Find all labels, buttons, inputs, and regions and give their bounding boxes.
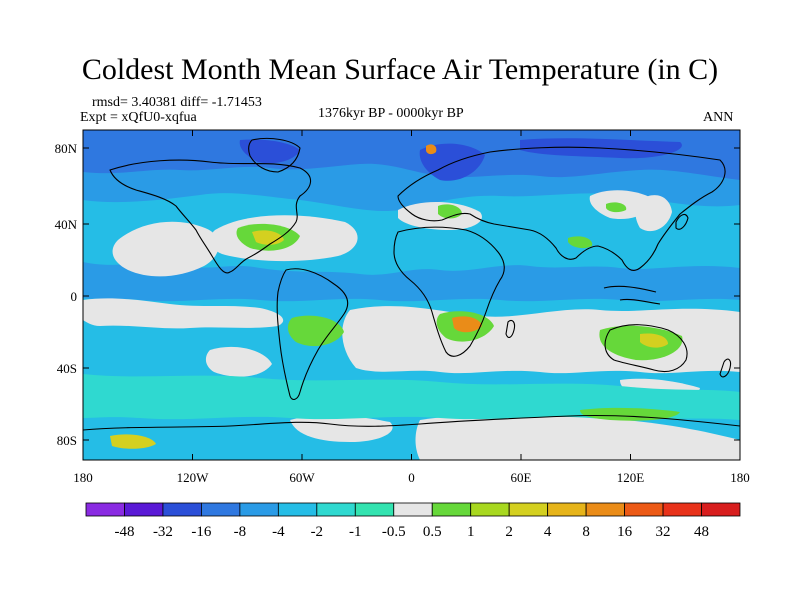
field-greenland-very-cold-area xyxy=(239,139,300,164)
coastline-antarctica xyxy=(83,414,740,431)
colorbar-swatch xyxy=(431,502,472,517)
rmsd-diff-stats: rmsd= 3.40381 diff= -1.71453 xyxy=(92,95,262,110)
field-south-pacific-neutral xyxy=(83,298,284,329)
colorbar-label: -2 xyxy=(311,524,324,540)
colorbar-label: -0.5 xyxy=(382,524,406,540)
colorbar-swatch xyxy=(470,502,510,517)
field-australia-warm xyxy=(599,325,683,361)
x-tick-label: 60E xyxy=(511,470,532,485)
coastline-madagascar xyxy=(505,319,516,339)
figure-title: Coldest Month Mean Surface Air Temperatu… xyxy=(81,53,719,86)
colorbar-swatch xyxy=(547,502,587,517)
season-label: ANN xyxy=(703,110,734,125)
field-north-atlantic-neutral xyxy=(398,201,482,230)
field-scandinavia-very-cold-area xyxy=(419,143,485,181)
y-tick-label: 40S xyxy=(57,361,77,376)
colorbar-swatch xyxy=(585,502,625,517)
y-tick-label: 40N xyxy=(55,217,78,232)
field-southern-ocean-light-cool-band xyxy=(83,374,740,420)
colorbar-label: 48 xyxy=(694,524,709,540)
axis-ticks: 180 120W 60W 0 60E 120E 180 80N 40N 0 40S 80S xyxy=(55,130,750,485)
colorbar-label: -4 xyxy=(272,524,285,540)
y-tick-label: 80N xyxy=(55,141,78,156)
coastline-australia xyxy=(604,324,688,373)
colorbar-swatch xyxy=(354,502,395,517)
colorbar-swatch xyxy=(393,502,433,517)
colorbar-swatch xyxy=(124,502,164,517)
colorbar-swatch xyxy=(201,502,241,517)
colorbar-swatch xyxy=(316,502,356,517)
field-south-america-warm xyxy=(287,315,344,347)
coastline-new-zealand xyxy=(719,358,732,378)
coastline-japan xyxy=(675,213,689,230)
colorbar-label: -1 xyxy=(349,524,362,540)
coastline-eurasia xyxy=(397,146,726,271)
y-tick-label: 0 xyxy=(71,289,78,304)
colorbar-label: 32 xyxy=(656,524,671,540)
colorbar-label: 1 xyxy=(467,524,475,540)
coastline-south-america xyxy=(276,268,349,401)
colorbar-swatch xyxy=(508,502,549,517)
field-antarctica-neutral-east xyxy=(415,414,740,460)
field-northeast-pacific-neutral xyxy=(112,221,219,277)
x-tick-label: 60W xyxy=(289,470,315,485)
field-southern-africa-hot xyxy=(452,316,482,333)
colorbar: -48 -32 -16 -8 -4 -2 -1 -0.5 0.5 1 2 4 8 16 32 48 xyxy=(85,502,741,540)
x-tick-label: 180 xyxy=(730,470,750,485)
colorbar-swatch xyxy=(277,502,318,517)
coastline-greenland xyxy=(248,137,301,173)
colorbar-label: 8 xyxy=(582,524,590,540)
colorbar-swatch xyxy=(624,502,664,517)
colorbar-swatch xyxy=(239,502,279,517)
colorbar-swatch xyxy=(85,502,125,517)
y-tick-label: 80S xyxy=(57,433,77,448)
colorbar-swatch xyxy=(701,502,741,517)
field-southeast-pacific-neutral xyxy=(205,346,272,377)
experiment-label: Expt = xQfU0-xqfua xyxy=(80,110,197,125)
coastline-indonesia xyxy=(603,285,661,305)
colorbar-swatch xyxy=(662,502,702,517)
x-tick-label: 0 xyxy=(408,470,415,485)
colorbar-label: 16 xyxy=(617,524,633,540)
field-arctic-hot-spot xyxy=(426,144,437,155)
field-north-america-warmer xyxy=(252,230,284,245)
field-central-asia-warm xyxy=(606,202,627,213)
field-east-asia-neutral xyxy=(635,195,672,232)
colorbar-label: -16 xyxy=(191,524,211,540)
colorbar-label: -48 xyxy=(114,524,134,540)
colorbar-label: -32 xyxy=(153,524,173,540)
coastline-africa xyxy=(393,226,505,357)
colorbar-label: -8 xyxy=(234,524,247,540)
x-tick-label: 120W xyxy=(177,470,210,485)
field-antarctica-warm-southwest xyxy=(110,434,156,449)
coastline-north-america xyxy=(109,159,312,274)
field-sahara-warm xyxy=(568,236,593,249)
colorbar-swatch xyxy=(162,502,202,517)
temperature-anomaly-field xyxy=(83,130,740,460)
x-tick-label: 120E xyxy=(617,470,645,485)
time-period-label: 1376kyr BP - 0000kyr BP xyxy=(318,106,464,121)
coastlines xyxy=(83,137,740,431)
colorbar-label: 4 xyxy=(544,524,552,540)
colorbar-label: 0.5 xyxy=(423,524,442,540)
colorbar-label: 2 xyxy=(505,524,513,540)
x-tick-label: 180 xyxy=(73,470,93,485)
field-australia-warmer xyxy=(640,333,668,348)
